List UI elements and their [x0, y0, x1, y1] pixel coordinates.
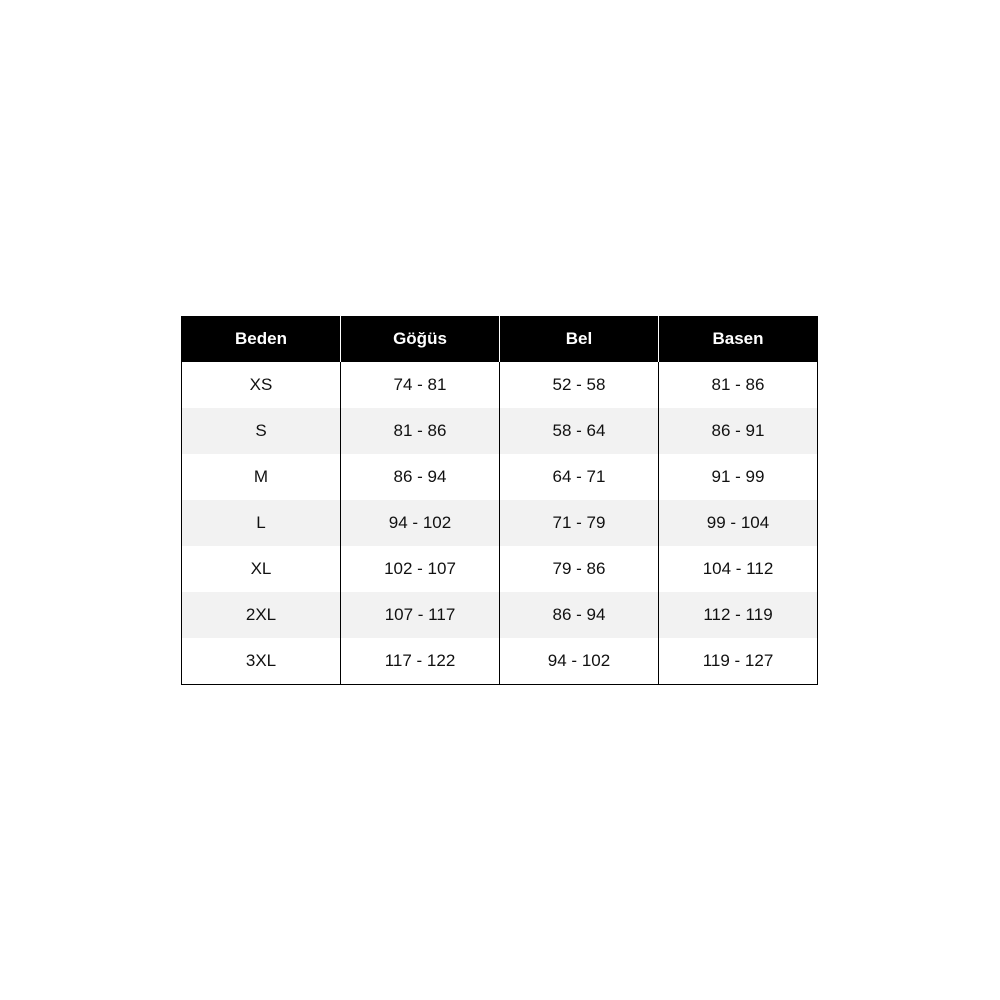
cell-chest: 107 - 117 — [340, 592, 500, 638]
cell-size: XS — [181, 362, 341, 408]
table-row: 3XL 117 - 122 94 - 102 119 - 127 — [181, 638, 818, 685]
cell-hip: 81 - 86 — [658, 362, 818, 408]
header-gogus: Göğüs — [340, 316, 500, 362]
cell-hip: 86 - 91 — [658, 408, 818, 454]
cell-chest: 117 - 122 — [340, 638, 500, 685]
table-row: M 86 - 94 64 - 71 91 - 99 — [181, 454, 818, 500]
table-row: L 94 - 102 71 - 79 99 - 104 — [181, 500, 818, 546]
table-row: S 81 - 86 58 - 64 86 - 91 — [181, 408, 818, 454]
cell-chest: 81 - 86 — [340, 408, 500, 454]
cell-waist: 64 - 71 — [499, 454, 659, 500]
cell-hip: 112 - 119 — [658, 592, 818, 638]
cell-waist: 52 - 58 — [499, 362, 659, 408]
cell-hip: 104 - 112 — [658, 546, 818, 592]
header-row: Beden Göğüs Bel Basen — [181, 316, 818, 362]
cell-waist: 86 - 94 — [499, 592, 659, 638]
table-row: XL 102 - 107 79 - 86 104 - 112 — [181, 546, 818, 592]
cell-hip: 99 - 104 — [658, 500, 818, 546]
cell-size: XL — [181, 546, 341, 592]
cell-hip: 91 - 99 — [658, 454, 818, 500]
cell-waist: 79 - 86 — [499, 546, 659, 592]
cell-size: S — [181, 408, 341, 454]
cell-waist: 71 - 79 — [499, 500, 659, 546]
cell-chest: 94 - 102 — [340, 500, 500, 546]
cell-chest: 86 - 94 — [340, 454, 500, 500]
cell-waist: 58 - 64 — [499, 408, 659, 454]
cell-waist: 94 - 102 — [499, 638, 659, 685]
header-beden: Beden — [181, 316, 341, 362]
cell-size: M — [181, 454, 341, 500]
header-basen: Basen — [658, 316, 818, 362]
cell-hip: 119 - 127 — [658, 638, 818, 685]
cell-size: L — [181, 500, 341, 546]
cell-chest: 74 - 81 — [340, 362, 500, 408]
table-row: XS 74 - 81 52 - 58 81 - 86 — [181, 362, 818, 408]
cell-size: 3XL — [181, 638, 341, 685]
cell-size: 2XL — [181, 592, 341, 638]
header-bel: Bel — [499, 316, 659, 362]
table-row: 2XL 107 - 117 86 - 94 112 - 119 — [181, 592, 818, 638]
cell-chest: 102 - 107 — [340, 546, 500, 592]
size-chart-table: Beden Göğüs Bel Basen XS 74 - 81 52 - 58 81… — [181, 316, 818, 685]
